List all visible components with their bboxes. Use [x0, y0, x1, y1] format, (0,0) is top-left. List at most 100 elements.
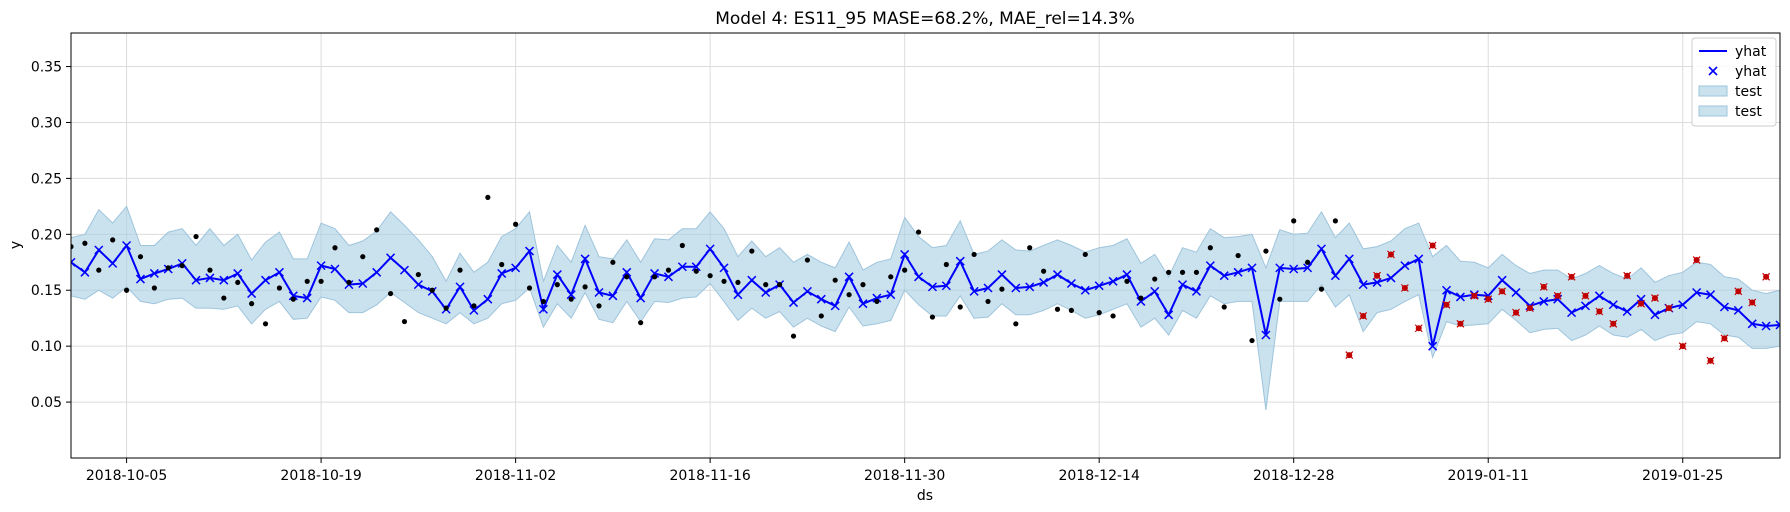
yhat-marker — [1122, 270, 1132, 280]
test-actual-marker — [1609, 319, 1618, 328]
actual-point — [485, 194, 491, 201]
yhat-marker — [149, 268, 159, 278]
actual-point — [193, 233, 199, 240]
yhat-marker — [608, 291, 618, 301]
actual-point — [235, 279, 241, 286]
actual-point — [374, 227, 380, 233]
actual-point — [165, 265, 171, 271]
legend-box — [1691, 37, 1777, 127]
yhat-marker — [1080, 285, 1090, 295]
yhat-marker — [524, 246, 535, 256]
legend-band-swatch — [1698, 105, 1728, 117]
test-actual-marker — [1651, 294, 1659, 302]
yhat-marker — [191, 275, 201, 285]
actual-point — [804, 257, 810, 263]
yhat-marker — [1136, 296, 1146, 306]
actual-point — [693, 268, 699, 274]
yhat-marker — [399, 265, 409, 275]
yhat-marker — [1400, 261, 1410, 271]
yhat-marker — [1692, 287, 1702, 298]
yhat-marker — [1761, 321, 1771, 331]
test-actual-marker — [1512, 308, 1520, 317]
y-tick-label: 0.35 — [31, 60, 62, 76]
actual-point — [1124, 278, 1130, 284]
yhat-marker — [552, 270, 562, 280]
actual-point — [554, 282, 560, 288]
legend: yhat yhat test test — [1691, 37, 1777, 127]
actual-point — [1054, 306, 1061, 312]
actual-point — [1207, 245, 1213, 251]
yhat-marker — [1539, 296, 1549, 306]
yhat-marker — [663, 272, 673, 282]
yhat-marker — [1247, 263, 1257, 273]
yhat-marker — [1094, 281, 1104, 291]
actual-point — [749, 248, 755, 254]
actual-point — [957, 304, 963, 310]
yhat-marker — [594, 287, 604, 298]
actual-point — [1013, 321, 1019, 327]
x-tick-label: 2018-12-28 — [1253, 468, 1334, 484]
yhat-marker — [413, 280, 423, 290]
yhat-marker — [816, 294, 826, 304]
actual-point — [96, 267, 102, 273]
legend-entry-test-band: test — [1735, 84, 1762, 100]
actual-point — [1110, 313, 1116, 319]
actual-point — [179, 263, 185, 269]
actual-point — [1318, 286, 1325, 292]
yhat-marker — [997, 270, 1007, 280]
actual-point — [707, 273, 713, 279]
plot-area — [71, 194, 1780, 410]
plot-frame — [70, 32, 1781, 459]
actual-point — [818, 313, 824, 319]
yhat-marker — [1178, 280, 1188, 290]
yhat-marker — [580, 254, 590, 264]
actual-point — [832, 277, 838, 283]
yhat-marker — [1066, 278, 1076, 289]
test-actual-marker — [1637, 299, 1645, 308]
actual-point — [110, 237, 116, 243]
test-actual-marker — [1553, 291, 1562, 300]
test-actual-marker — [1539, 282, 1548, 291]
yhat-marker — [1316, 244, 1327, 254]
test-actual-marker — [1387, 250, 1395, 259]
x-tick-label: 2018-10-19 — [280, 468, 361, 484]
yhat-marker — [1455, 292, 1465, 302]
actual-point — [1235, 252, 1241, 259]
test-actual-marker — [1623, 271, 1632, 280]
yhat-marker — [358, 278, 368, 289]
yhat-marker — [844, 272, 854, 282]
actual-point — [1082, 251, 1088, 258]
test-actual-marker — [1428, 241, 1437, 250]
yhat-marker — [372, 267, 382, 277]
yhat-marker — [1289, 264, 1299, 274]
yhat-marker — [872, 293, 882, 303]
yhat-marker — [455, 282, 465, 292]
yhat-marker — [900, 249, 910, 259]
actual-point — [71, 244, 74, 250]
test-actual-marker — [1484, 295, 1493, 304]
yhat-marker — [219, 275, 229, 285]
actual-point — [513, 221, 519, 227]
actual-point — [943, 261, 949, 268]
actual-point — [429, 287, 435, 293]
actual-point — [651, 274, 658, 280]
actual-point — [763, 282, 769, 288]
legend-entry-yhat-line: yhat — [1735, 44, 1767, 60]
yhat-marker — [802, 286, 812, 296]
actual-point — [790, 333, 797, 339]
yhat-marker — [622, 267, 632, 277]
actual-point — [929, 314, 936, 320]
yhat-marker — [1039, 277, 1049, 287]
yhat-marker — [955, 256, 965, 266]
actual-point — [457, 267, 463, 273]
yhat-marker — [1150, 286, 1160, 296]
uncertainty-band — [71, 205, 1780, 410]
actual-point — [540, 298, 547, 305]
yhat-marker — [719, 263, 729, 273]
test-actual-marker — [1748, 298, 1757, 307]
yhat-marker — [1428, 341, 1438, 351]
yhat-marker — [733, 290, 743, 300]
yhat-marker — [788, 298, 799, 308]
yhat-marker — [927, 282, 937, 292]
